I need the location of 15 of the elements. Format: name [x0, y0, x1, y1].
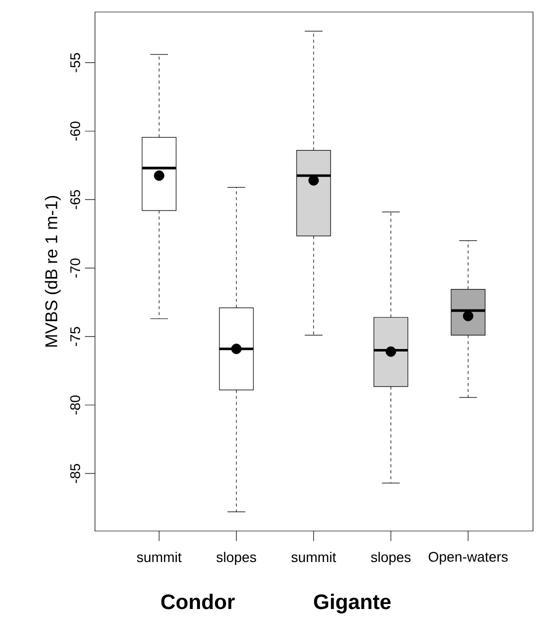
x-tick-label: summit [291, 552, 336, 562]
y-axis-title: MVBS (dB re 1 m-1) [44, 196, 61, 347]
x-tick-label: Open-waters [428, 552, 508, 565]
y-tick-label: -55 [70, 53, 80, 72]
y-tick-label: -75 [70, 327, 80, 346]
x-tick-label: slopes [216, 552, 256, 565]
x-tick-label: summit [136, 552, 182, 562]
text: Gigante [314, 594, 391, 614]
x-tick-label: slopes [371, 552, 411, 565]
y-tick-label: -70 [70, 258, 80, 278]
text: Condor [161, 594, 235, 610]
y-tick-label: -85 [70, 464, 80, 483]
y-tick-label: -65 [70, 190, 80, 210]
y-tick-label: -60 [70, 122, 80, 141]
y-tick-label: -80 [70, 395, 80, 415]
